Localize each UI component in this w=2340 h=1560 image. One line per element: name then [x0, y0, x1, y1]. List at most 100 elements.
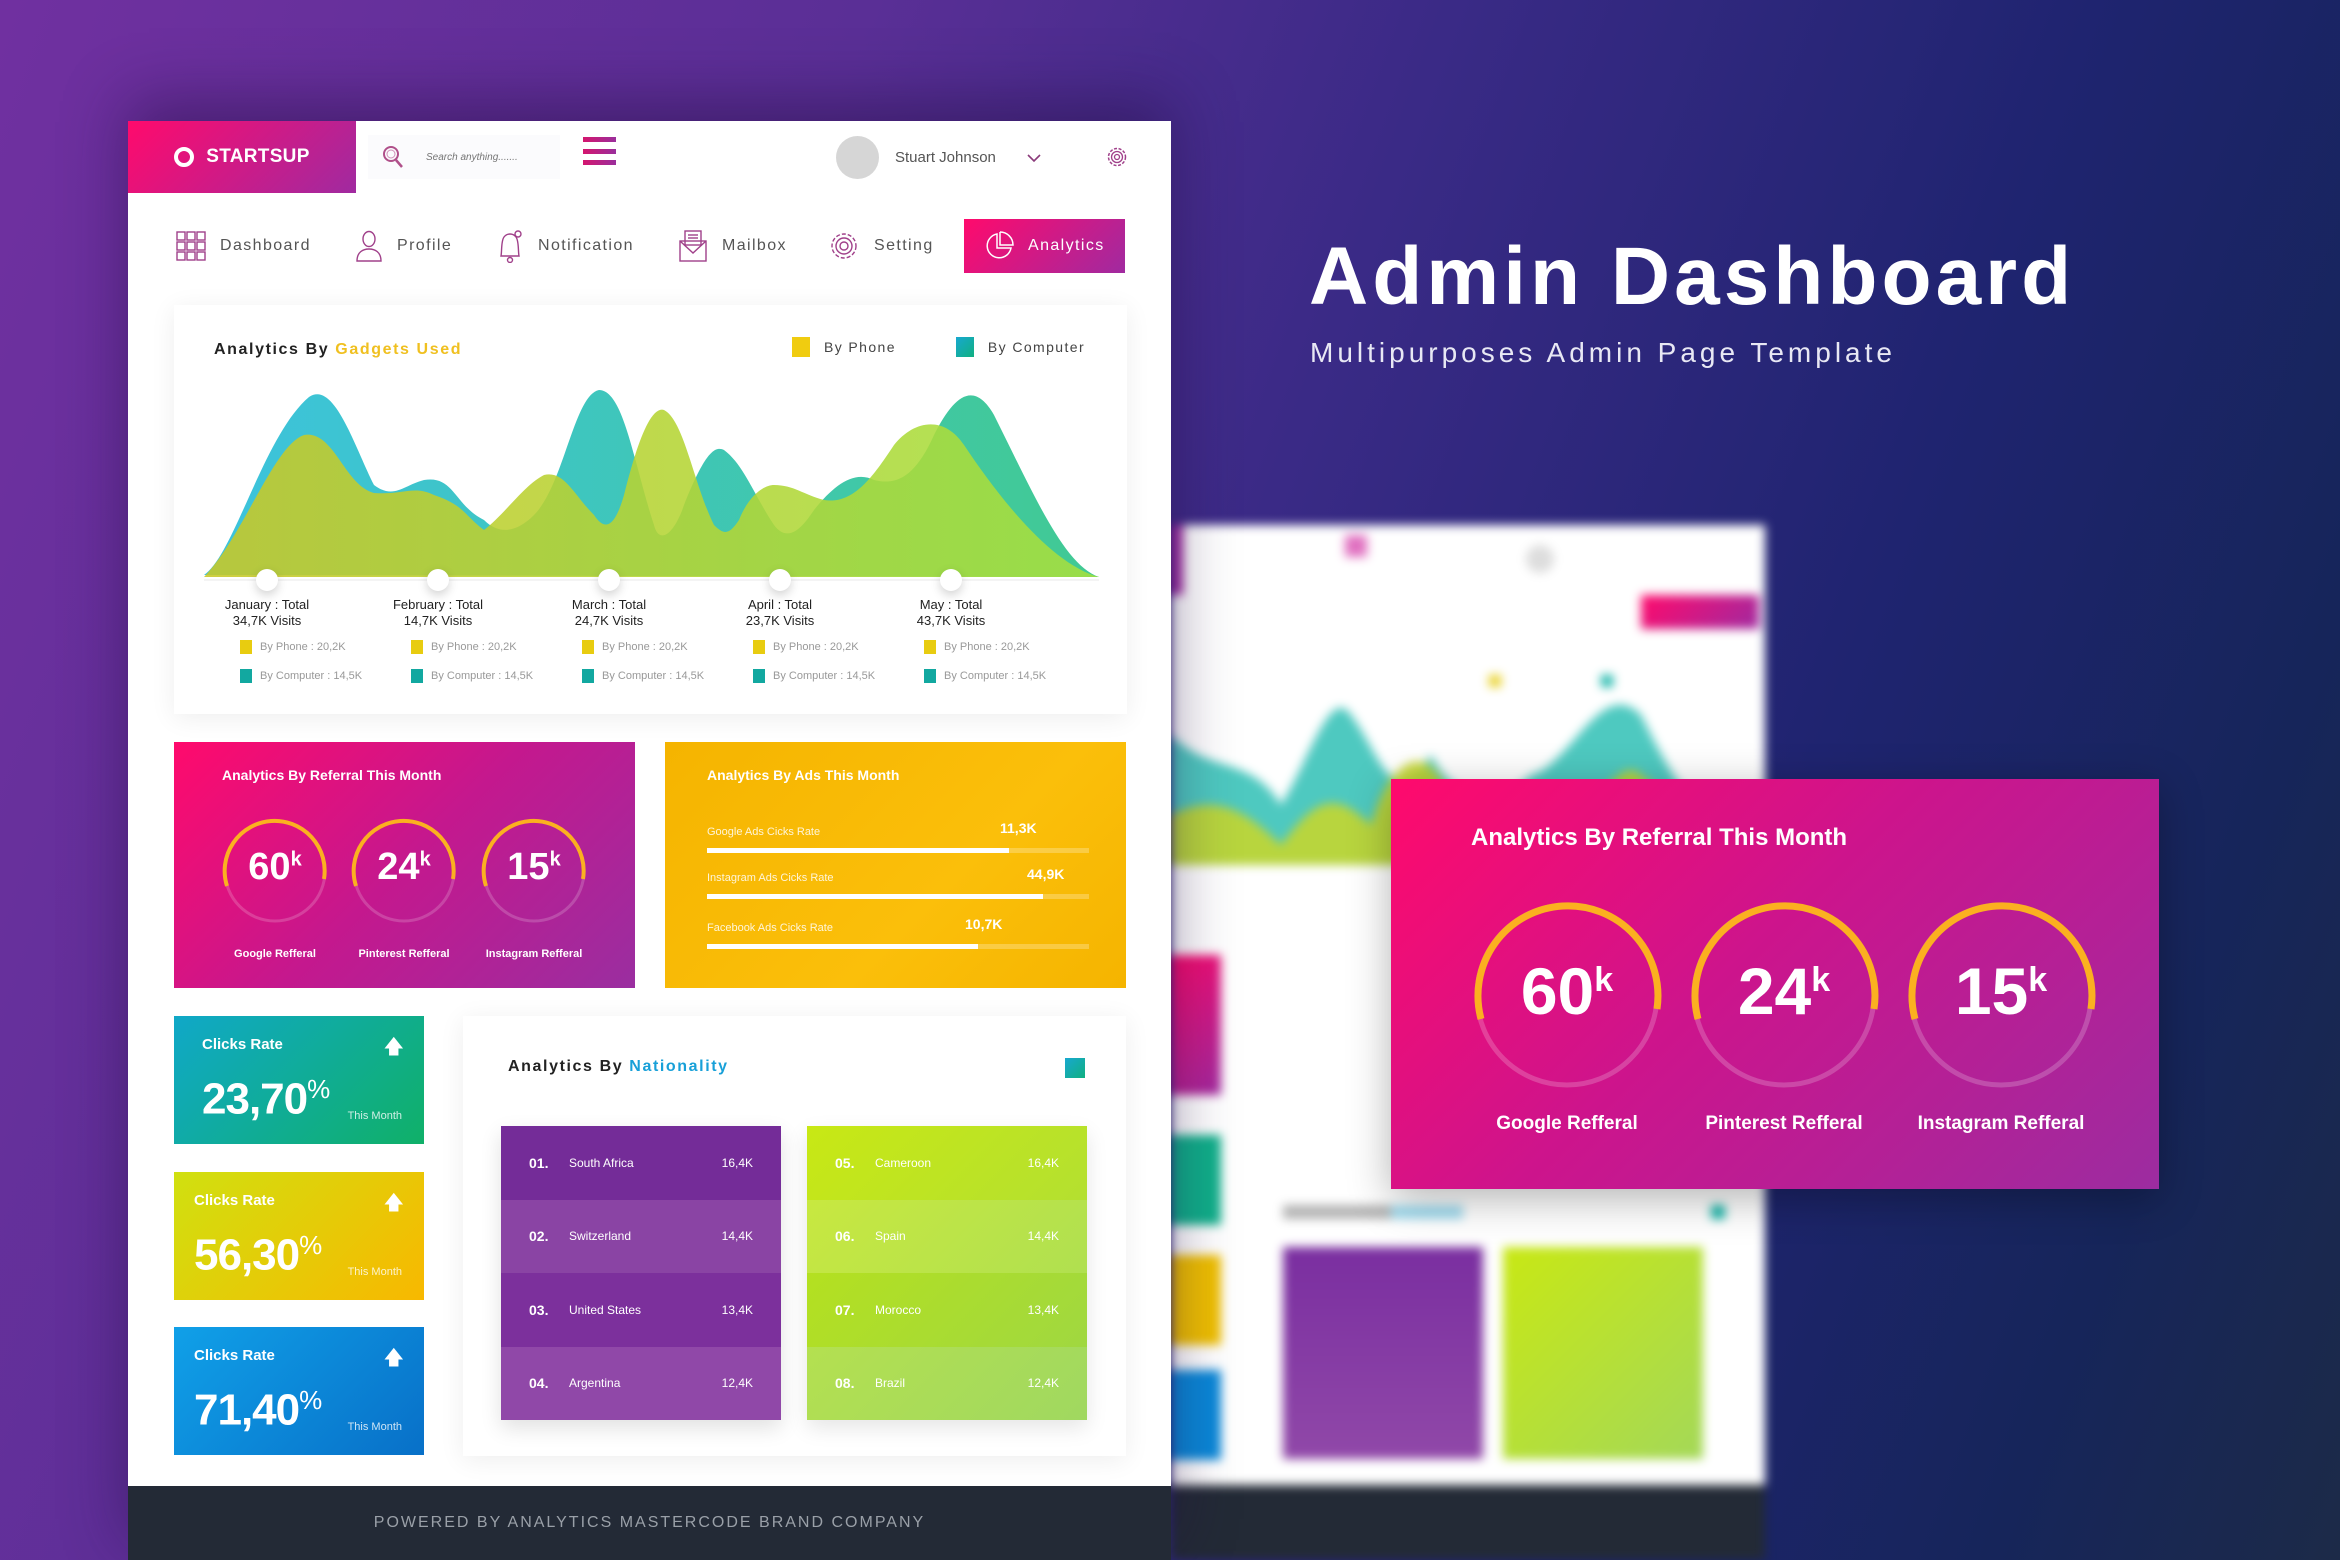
user-icon [356, 230, 382, 262]
title-prefix: Analytics By [214, 341, 330, 358]
gauge-label: Pinterest Refferal [1705, 1113, 1863, 1134]
legend-label-phone: By Phone [824, 339, 896, 355]
clicks-rate-card: Clicks Rate 🡅 71,40% This Month [174, 1327, 424, 1455]
gadgets-chart-card: Analytics By Gadgets Used By Phone By Co… [174, 305, 1127, 714]
stat-computer: By Computer : 14,5K [240, 669, 362, 683]
clicks-rate-card: Clicks Rate 🡅 23,70% This Month [174, 1016, 424, 1144]
stat-computer: By Computer : 14,5K [411, 669, 533, 683]
hero-title: Admin Dashboard [1309, 231, 2076, 322]
gauge-label: Google Refferal [1496, 1113, 1638, 1134]
title-prefix: Analytics By [508, 1058, 624, 1075]
arrow-up-icon: 🡅 [383, 1192, 404, 1214]
brand-name: STARTSUP [206, 146, 310, 167]
gauge-google: 60k Google Refferal [220, 816, 330, 960]
nav-item-mailbox[interactable]: Mailbox [678, 219, 787, 273]
list-item[interactable]: 07. Morocco 13,4K [807, 1273, 1087, 1347]
user-menu[interactable]: Stuart Johnson [836, 136, 1042, 179]
stat-computer: By Computer : 14,5K [753, 669, 875, 683]
gauge-value: 24k [377, 846, 431, 888]
referral-card-zoomed: Analytics By Referral This Month 60k Goo… [1391, 779, 2159, 1189]
gear-icon[interactable] [1105, 145, 1129, 169]
nav-label: Dashboard [220, 237, 311, 254]
list-item[interactable]: 05. Cameroon 16,4K [807, 1126, 1087, 1200]
bell-icon [500, 230, 522, 263]
period-label: This Month [347, 1421, 402, 1433]
stat-computer: By Computer : 14,5K [582, 669, 704, 683]
chart-legend: By Phone By Computer [792, 337, 1085, 357]
nav-label: Analytics [1028, 237, 1105, 254]
stat-phone: By Phone : 20,2K [411, 640, 517, 654]
list-item[interactable]: 03. United States 13,4K [501, 1273, 781, 1347]
gauge-google: 60k Google Refferal [1471, 899, 1663, 1134]
stat-phone: By Phone : 20,2K [753, 640, 859, 654]
mail-icon [679, 230, 707, 262]
period-label: This Month [347, 1110, 402, 1122]
point-marker[interactable] [598, 569, 620, 591]
point-marker[interactable] [940, 569, 962, 591]
ads-label: Google Ads Cicks Rate [707, 826, 821, 838]
avatar[interactable] [836, 136, 879, 179]
gauge-value: 60k [248, 846, 302, 888]
month-label-april: April : Total 23,7K Visits [745, 597, 815, 628]
gauge-value: 15k [1954, 954, 2048, 1028]
ads-label: Instagram Ads Cicks Rate [707, 872, 834, 884]
nav-item-analytics[interactable]: Analytics [964, 219, 1125, 273]
point-marker[interactable] [256, 569, 278, 591]
gauge-pinterest: 24k Pinterest Refferal [349, 816, 459, 960]
gauge-instagram: 15k Instagram Refferal [479, 816, 589, 960]
list-item[interactable]: 02. Switzerland 14,4K [501, 1199, 781, 1273]
point-marker[interactable] [769, 569, 791, 591]
nav-item-profile[interactable]: Profile [355, 219, 452, 273]
legend-label-computer: By Computer [987, 339, 1086, 355]
point-marker[interactable] [427, 569, 449, 591]
search-input[interactable] [426, 151, 546, 163]
nav-item-notification[interactable]: Notification [496, 219, 634, 273]
progress-bar [707, 848, 1089, 853]
hero-subtitle: Multipurposes Admin Page Template [1310, 337, 1896, 368]
nav-item-dashboard[interactable]: Dashboard [176, 219, 311, 273]
nav-label: Profile [397, 237, 453, 254]
legend-swatch-phone [792, 337, 810, 357]
list-item[interactable]: 04. Argentina 12,4K [501, 1346, 781, 1420]
gauge-value: 60k [1520, 954, 1614, 1028]
chevron-down-icon[interactable] [1026, 153, 1042, 163]
footer: POWERED BY ANALYTICS MASTERCODE BRAND CO… [128, 1486, 1171, 1560]
dashboard-window: STARTSUP Stuart Johnson Dashboard Profil… [128, 121, 1171, 1560]
legend-swatch-computer [955, 337, 974, 357]
series-phone-area [204, 409, 1099, 577]
grid-icon [176, 231, 206, 261]
list-item[interactable]: 06. Spain 14,4K [807, 1199, 1087, 1273]
card-title: Clicks Rate [194, 1347, 275, 1364]
nav-label: Setting [874, 237, 934, 254]
nationality-list-right: 05. Cameroon 16,4K 06. Spain 14,4K 07. Morocc… [807, 1126, 1087, 1420]
ads-value: 44,9K [1027, 866, 1065, 882]
list-item[interactable]: 08. Brazil 12,4K [807, 1346, 1087, 1420]
nav-label: Notification [538, 237, 634, 254]
gauge-value: 15k [507, 846, 561, 888]
card-title: Clicks Rate [202, 1036, 283, 1053]
title-highlight: Gadgets Used [335, 341, 463, 358]
ads-value: 11,3K [1000, 820, 1037, 836]
logo-ring-icon [174, 147, 195, 167]
gauge-value: 24k [1737, 954, 1831, 1028]
pie-chart-icon [986, 231, 1014, 259]
clicks-value: 56,30% [194, 1230, 322, 1280]
card-title: Analytics By Nationality [508, 1058, 729, 1076]
ads-card: Analytics By Ads This Month Google Ads C… [665, 742, 1126, 988]
stat-computer: By Computer : 14,5K [924, 669, 1046, 683]
card-title: Clicks Rate [194, 1192, 275, 1209]
list-item[interactable]: 01. South Africa 16,4K [501, 1126, 781, 1200]
ads-value: 10,7K [965, 916, 1003, 932]
hamburger-menu-icon[interactable] [583, 137, 616, 165]
stat-phone: By Phone : 20,2K [582, 640, 688, 654]
legend-swatch [1065, 1058, 1085, 1078]
user-name: Stuart Johnson [895, 149, 996, 166]
month-label-february: February : Total 14,7K Visits [392, 597, 484, 628]
gauge-label: Instagram Refferal [1917, 1113, 2085, 1134]
clicks-value: 23,70% [202, 1074, 330, 1124]
nav-item-setting[interactable]: Setting [828, 219, 934, 273]
brand-logo[interactable]: STARTSUP [128, 121, 356, 193]
search-box[interactable] [368, 135, 560, 179]
gauge-label: Google Refferal [234, 948, 316, 960]
stat-phone: By Phone : 20,2K [240, 640, 346, 654]
